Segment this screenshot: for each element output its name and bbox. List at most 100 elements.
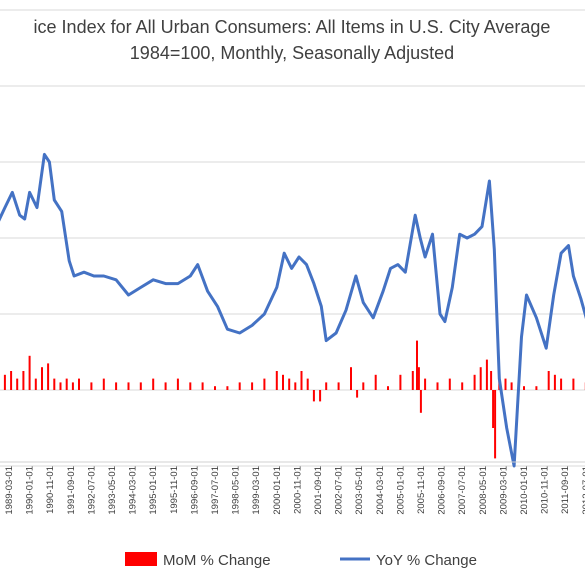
chart-title-line-2: 1984=100, Monthly, Seasonally Adjusted: [130, 43, 454, 63]
x-tick-label: 1991-09-01: [66, 466, 77, 515]
x-tick-label: 2000-01-01: [272, 466, 283, 515]
mom-bar: [115, 382, 118, 390]
x-tick-label: 2011-09-01: [560, 466, 571, 514]
mom-bar: [90, 382, 93, 390]
x-tick-label: 2010-01-01: [519, 466, 530, 515]
mom-bar: [356, 390, 359, 398]
mom-bar: [523, 386, 525, 390]
mom-bar: [238, 382, 241, 390]
x-tick-label: 2008-05-01: [478, 466, 489, 515]
mom-bar: [34, 378, 37, 390]
x-tick-label: 2010-11-01: [540, 466, 551, 514]
mom-bar: [350, 367, 352, 390]
x-tick-labels: 1989-03-01 1990-01-01 1990-11-01 1991-09-01…: [4, 466, 585, 515]
mom-bar: [436, 382, 439, 390]
x-tick-label: 2003-05-01: [354, 466, 365, 515]
mom-bar: [337, 382, 340, 390]
mom-bar: [448, 378, 451, 390]
x-tick-label: 1992-07-01: [86, 466, 97, 515]
mom-bar: [300, 371, 303, 390]
x-tick-label: 1993-05-01: [107, 466, 118, 515]
mom-bar: [189, 382, 192, 390]
mom-bar: [399, 374, 402, 390]
legend: MoM % Change YoY % Change: [125, 552, 477, 569]
x-tick-label: 2012-07-01: [581, 466, 585, 515]
mom-bar: [547, 371, 550, 390]
mom-bar: [275, 371, 278, 390]
x-tick-label: 1995-11-01: [169, 466, 180, 514]
x-tick-label: 1990-11-01: [45, 466, 56, 514]
mom-bars: [3, 340, 585, 459]
mom-bar: [214, 386, 216, 390]
mom-bar: [479, 367, 482, 390]
x-tick-label: 2002-07-01: [334, 466, 345, 515]
mom-bar: [65, 378, 68, 390]
chart-title-line-1: ice Index for All Urban Consumers: All I…: [34, 17, 551, 37]
mom-bar: [47, 363, 50, 390]
mom-bar: [362, 382, 365, 390]
mom-bar: [535, 386, 538, 390]
mom-bar: [387, 386, 389, 390]
mom-bar: [226, 386, 229, 390]
mom-bar: [201, 382, 204, 390]
legend-label-mom: MoM % Change: [163, 552, 271, 569]
mom-bar: [251, 382, 254, 390]
x-tick-label: 1995-01-01: [148, 466, 159, 515]
x-tick-label: 1999-03-01: [251, 466, 262, 515]
mom-bar: [288, 378, 291, 390]
mom-bar: [294, 382, 297, 390]
mom-bar: [3, 374, 6, 390]
yoy-line: [0, 152, 585, 468]
x-tick-label: 2005-11-01: [416, 466, 427, 514]
mom-bar: [325, 382, 328, 390]
mom-bar: [411, 371, 414, 390]
mom-bar: [504, 378, 507, 390]
x-tick-label: 2006-09-01: [437, 466, 448, 515]
mom-bar: [263, 378, 266, 390]
x-tick-label: 2001-09-01: [313, 466, 324, 515]
mom-bar: [560, 378, 563, 390]
x-tick-label: 2005-01-01: [395, 466, 406, 515]
x-tick-label: 1997-07-01: [210, 466, 221, 515]
x-tick-label: 1989-03-01: [4, 466, 15, 515]
mom-bar: [492, 390, 495, 428]
legend-swatch-mom: [125, 552, 157, 566]
mom-bar: [176, 378, 179, 390]
x-tick-label: 2000-11-01: [292, 466, 303, 514]
x-tick-label: 1990-01-01: [25, 466, 36, 515]
gridlines: [0, 9, 585, 467]
mom-bar: [306, 378, 309, 390]
mom-bar: [461, 382, 464, 390]
x-tick-label: 2007-07-01: [457, 466, 468, 515]
mom-bar: [374, 374, 377, 390]
x-tick-label: 1996-09-01: [189, 466, 200, 515]
mom-bar: [510, 382, 513, 390]
mom-bar: [572, 378, 575, 390]
mom-bar: [282, 374, 284, 390]
mom-bar: [10, 371, 13, 390]
mom-bar: [494, 390, 497, 459]
mom-bar: [419, 390, 422, 413]
mom-bar: [152, 378, 155, 390]
mom-bar: [139, 382, 142, 390]
mom-bar: [424, 378, 427, 390]
mom-bar: [473, 374, 476, 390]
mom-bar: [127, 382, 130, 390]
x-tick-label: 1994-03-01: [128, 466, 139, 515]
mom-bar: [490, 371, 493, 390]
mom-bar: [164, 382, 167, 390]
mom-bar: [553, 374, 556, 390]
mom-bar: [71, 382, 74, 390]
mom-bar: [41, 367, 43, 390]
mom-bar: [102, 378, 105, 390]
mom-bar: [28, 355, 31, 390]
mom-bar: [78, 378, 80, 390]
mom-bar: [16, 378, 19, 390]
mom-bar: [416, 340, 418, 390]
mom-bar: [319, 390, 322, 402]
mom-bar: [53, 378, 56, 390]
x-tick-label: 1998-05-01: [231, 466, 242, 515]
mom-bar: [417, 367, 420, 390]
mom-bar: [312, 390, 315, 402]
